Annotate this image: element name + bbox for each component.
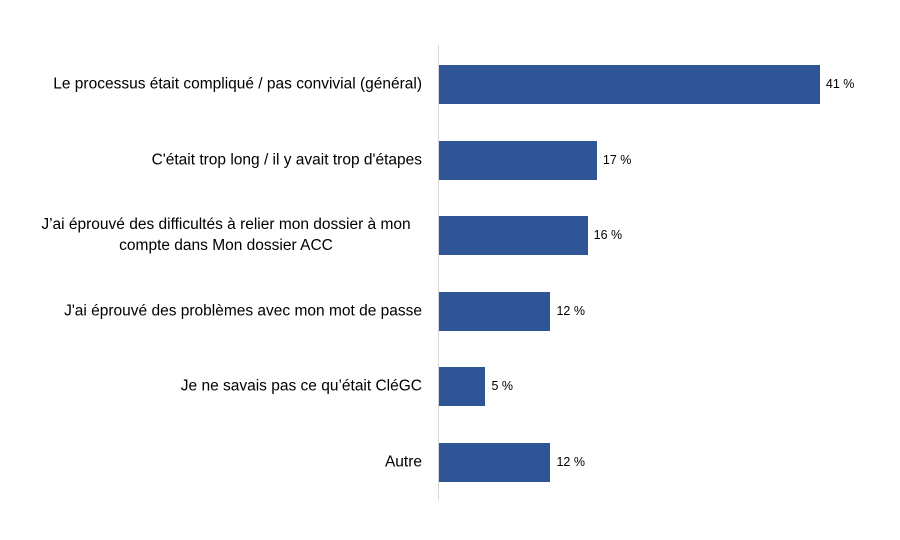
bar	[439, 442, 551, 482]
value-label: 5 %	[491, 379, 513, 393]
value-label: 12 %	[556, 304, 585, 318]
bar	[439, 140, 597, 180]
bar-row: J’ai éprouvé des difficultés à relier mo…	[0, 215, 900, 255]
bar-row: J'ai éprouvé des problèmes avec mon mot …	[0, 291, 900, 331]
value-label: 17 %	[602, 153, 632, 167]
bar	[439, 291, 551, 331]
category-label: J'ai éprouvé des problèmes avec mon mot …	[64, 302, 422, 320]
category-label: Je ne savais pas ce qu’était CléGC	[180, 377, 422, 395]
bar	[439, 64, 820, 104]
category-label: C'était trop long / il y avait trop d'ét…	[151, 151, 422, 169]
category-axis-line	[438, 45, 439, 500]
value-label: 16 %	[593, 228, 623, 242]
bar-row: Le processus était compliqué / pas convi…	[0, 64, 900, 104]
bar-row: C'était trop long / il y avait trop d'ét…	[0, 140, 900, 180]
category-label: Le processus était compliqué / pas convi…	[53, 75, 422, 93]
bar-row: Je ne savais pas ce qu’était CléGC 5 %	[0, 366, 900, 406]
category-label: J’ai éprouvé des difficultés à relier mo…	[41, 216, 411, 254]
bar-row: Autre 12 %	[0, 442, 900, 482]
value-label: 41 %	[825, 77, 855, 91]
bar	[439, 215, 588, 255]
category-label: Autre	[384, 453, 422, 471]
bar	[439, 366, 486, 406]
value-label: 12 %	[556, 455, 585, 469]
